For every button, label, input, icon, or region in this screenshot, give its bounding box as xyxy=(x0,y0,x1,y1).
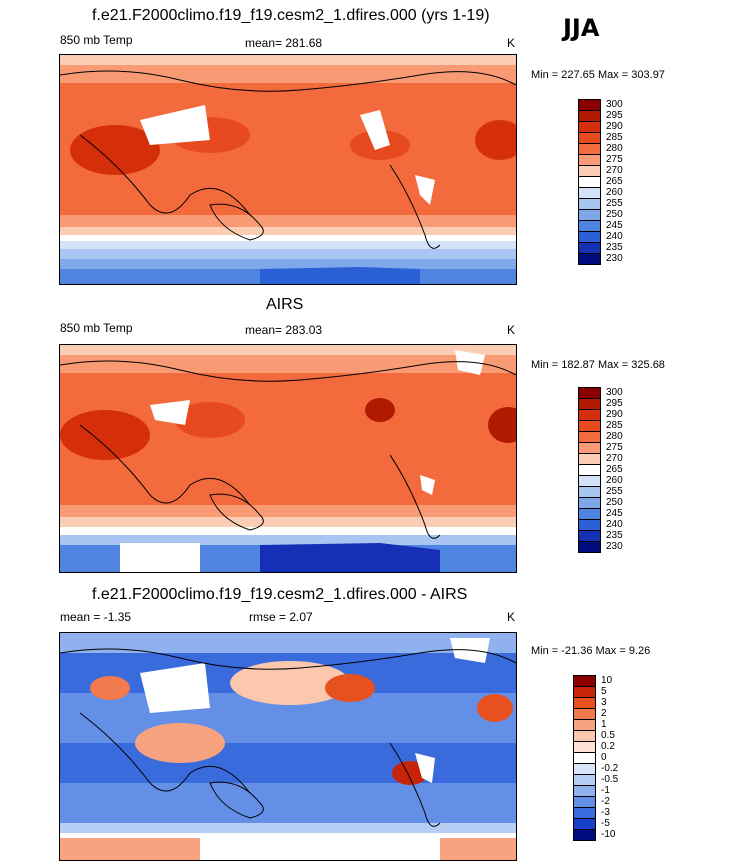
colorbar-tick: 230 xyxy=(606,541,623,552)
colorbar-tick: 235 xyxy=(606,242,623,253)
colorbar-tick: 260 xyxy=(606,475,623,486)
colorbar-tick: 285 xyxy=(606,132,623,143)
panel-3-minmax: Min = -21.36 Max = 9.26 xyxy=(531,645,651,657)
colorbar-tick: 255 xyxy=(606,486,623,497)
colorbar-tick: 275 xyxy=(606,154,623,165)
colorbar-tick: 10 xyxy=(601,675,613,686)
colorbar-tick: -2 xyxy=(601,796,610,807)
colorbar-tick: 255 xyxy=(606,198,623,209)
panel-3-rmse: rmse = 2.07 xyxy=(249,610,313,624)
colorbar-tick: 290 xyxy=(606,409,623,420)
colorbar-tick: -5 xyxy=(601,818,610,829)
colorbar-tick: 245 xyxy=(606,220,623,231)
colorbar-tick: 280 xyxy=(606,431,623,442)
panel-1-map xyxy=(59,54,517,285)
season-label: JJA xyxy=(563,14,600,42)
colorbar-tick: 270 xyxy=(606,453,623,464)
colorbar-tick: 0.2 xyxy=(601,741,615,752)
colorbar-tick: 250 xyxy=(606,209,623,220)
panel-2-minmax: Min = 182.87 Max = 325.68 xyxy=(531,359,665,371)
colorbar-cell xyxy=(578,541,601,553)
colorbar-tick: 230 xyxy=(606,253,623,264)
panel-1-variable: 850 mb Temp xyxy=(60,33,133,47)
colorbar-tick: 245 xyxy=(606,508,623,519)
panel-3-title: f.e21.F2000climo.f19_f19.cesm2_1.dfires.… xyxy=(92,586,468,603)
colorbar-tick: 290 xyxy=(606,121,623,132)
panel-2-map xyxy=(59,344,517,573)
panel-2-variable: 850 mb Temp xyxy=(60,321,133,335)
panel-2-units: K xyxy=(507,323,516,337)
colorbar-tick: 3 xyxy=(601,697,607,708)
panel-2-title: AIRS xyxy=(266,296,304,313)
panel-1-colorbar: 300 295 290 285 280 275 270 265 260 255 … xyxy=(578,99,638,274)
panel-1-title: f.e21.F2000climo.f19_f19.cesm2_1.dfires.… xyxy=(92,7,490,24)
colorbar-tick: 265 xyxy=(606,176,623,187)
panel-3-mean: mean = -1.35 xyxy=(60,610,132,624)
colorbar-tick: 285 xyxy=(606,420,623,431)
colorbar-tick: 295 xyxy=(606,398,623,409)
colorbar-tick: 240 xyxy=(606,231,623,242)
colorbar-tick: 0 xyxy=(601,752,607,763)
colorbar-tick: 5 xyxy=(601,686,607,697)
colorbar-tick: -0.2 xyxy=(601,763,619,774)
panel-1-mean: mean= 281.68 xyxy=(245,36,323,50)
colorbar-tick: 260 xyxy=(606,187,623,198)
colorbar-tick: 300 xyxy=(606,99,623,110)
colorbar-tick: 265 xyxy=(606,464,623,475)
colorbar-tick: 250 xyxy=(606,497,623,508)
panel-3-units: K xyxy=(507,610,516,624)
panel-2-mean: mean= 283.03 xyxy=(245,323,323,337)
colorbar-tick: -0.5 xyxy=(601,774,619,785)
panel-2-colorbar: 300 295 290 285 280 275 270 265 260 255 … xyxy=(578,387,638,562)
colorbar-cell xyxy=(578,253,601,265)
colorbar-tick: -1 xyxy=(601,785,610,796)
colorbar-tick: 1 xyxy=(601,719,607,730)
colorbar-tick: -10 xyxy=(601,829,616,840)
colorbar-tick: -3 xyxy=(601,807,610,818)
colorbar-tick: 270 xyxy=(606,165,623,176)
colorbar-tick: 240 xyxy=(606,519,623,530)
panel-3-colorbar: 10 5 3 2 1 0.5 0.2 0 -0.2 -0.5 -1 -2 -3 … xyxy=(573,675,638,860)
panel-3-map xyxy=(59,632,517,861)
colorbar-tick: 0.5 xyxy=(601,730,615,741)
colorbar-tick: 280 xyxy=(606,143,623,154)
panel-1-minmax: Min = 227.65 Max = 303.97 xyxy=(531,69,665,81)
colorbar-tick: 235 xyxy=(606,530,623,541)
colorbar-tick: 295 xyxy=(606,110,623,121)
colorbar-tick: 300 xyxy=(606,387,623,398)
colorbar-tick: 275 xyxy=(606,442,623,453)
colorbar-tick: 2 xyxy=(601,708,607,719)
colorbar-cell xyxy=(573,829,596,841)
panel-1-units: K xyxy=(507,36,516,50)
